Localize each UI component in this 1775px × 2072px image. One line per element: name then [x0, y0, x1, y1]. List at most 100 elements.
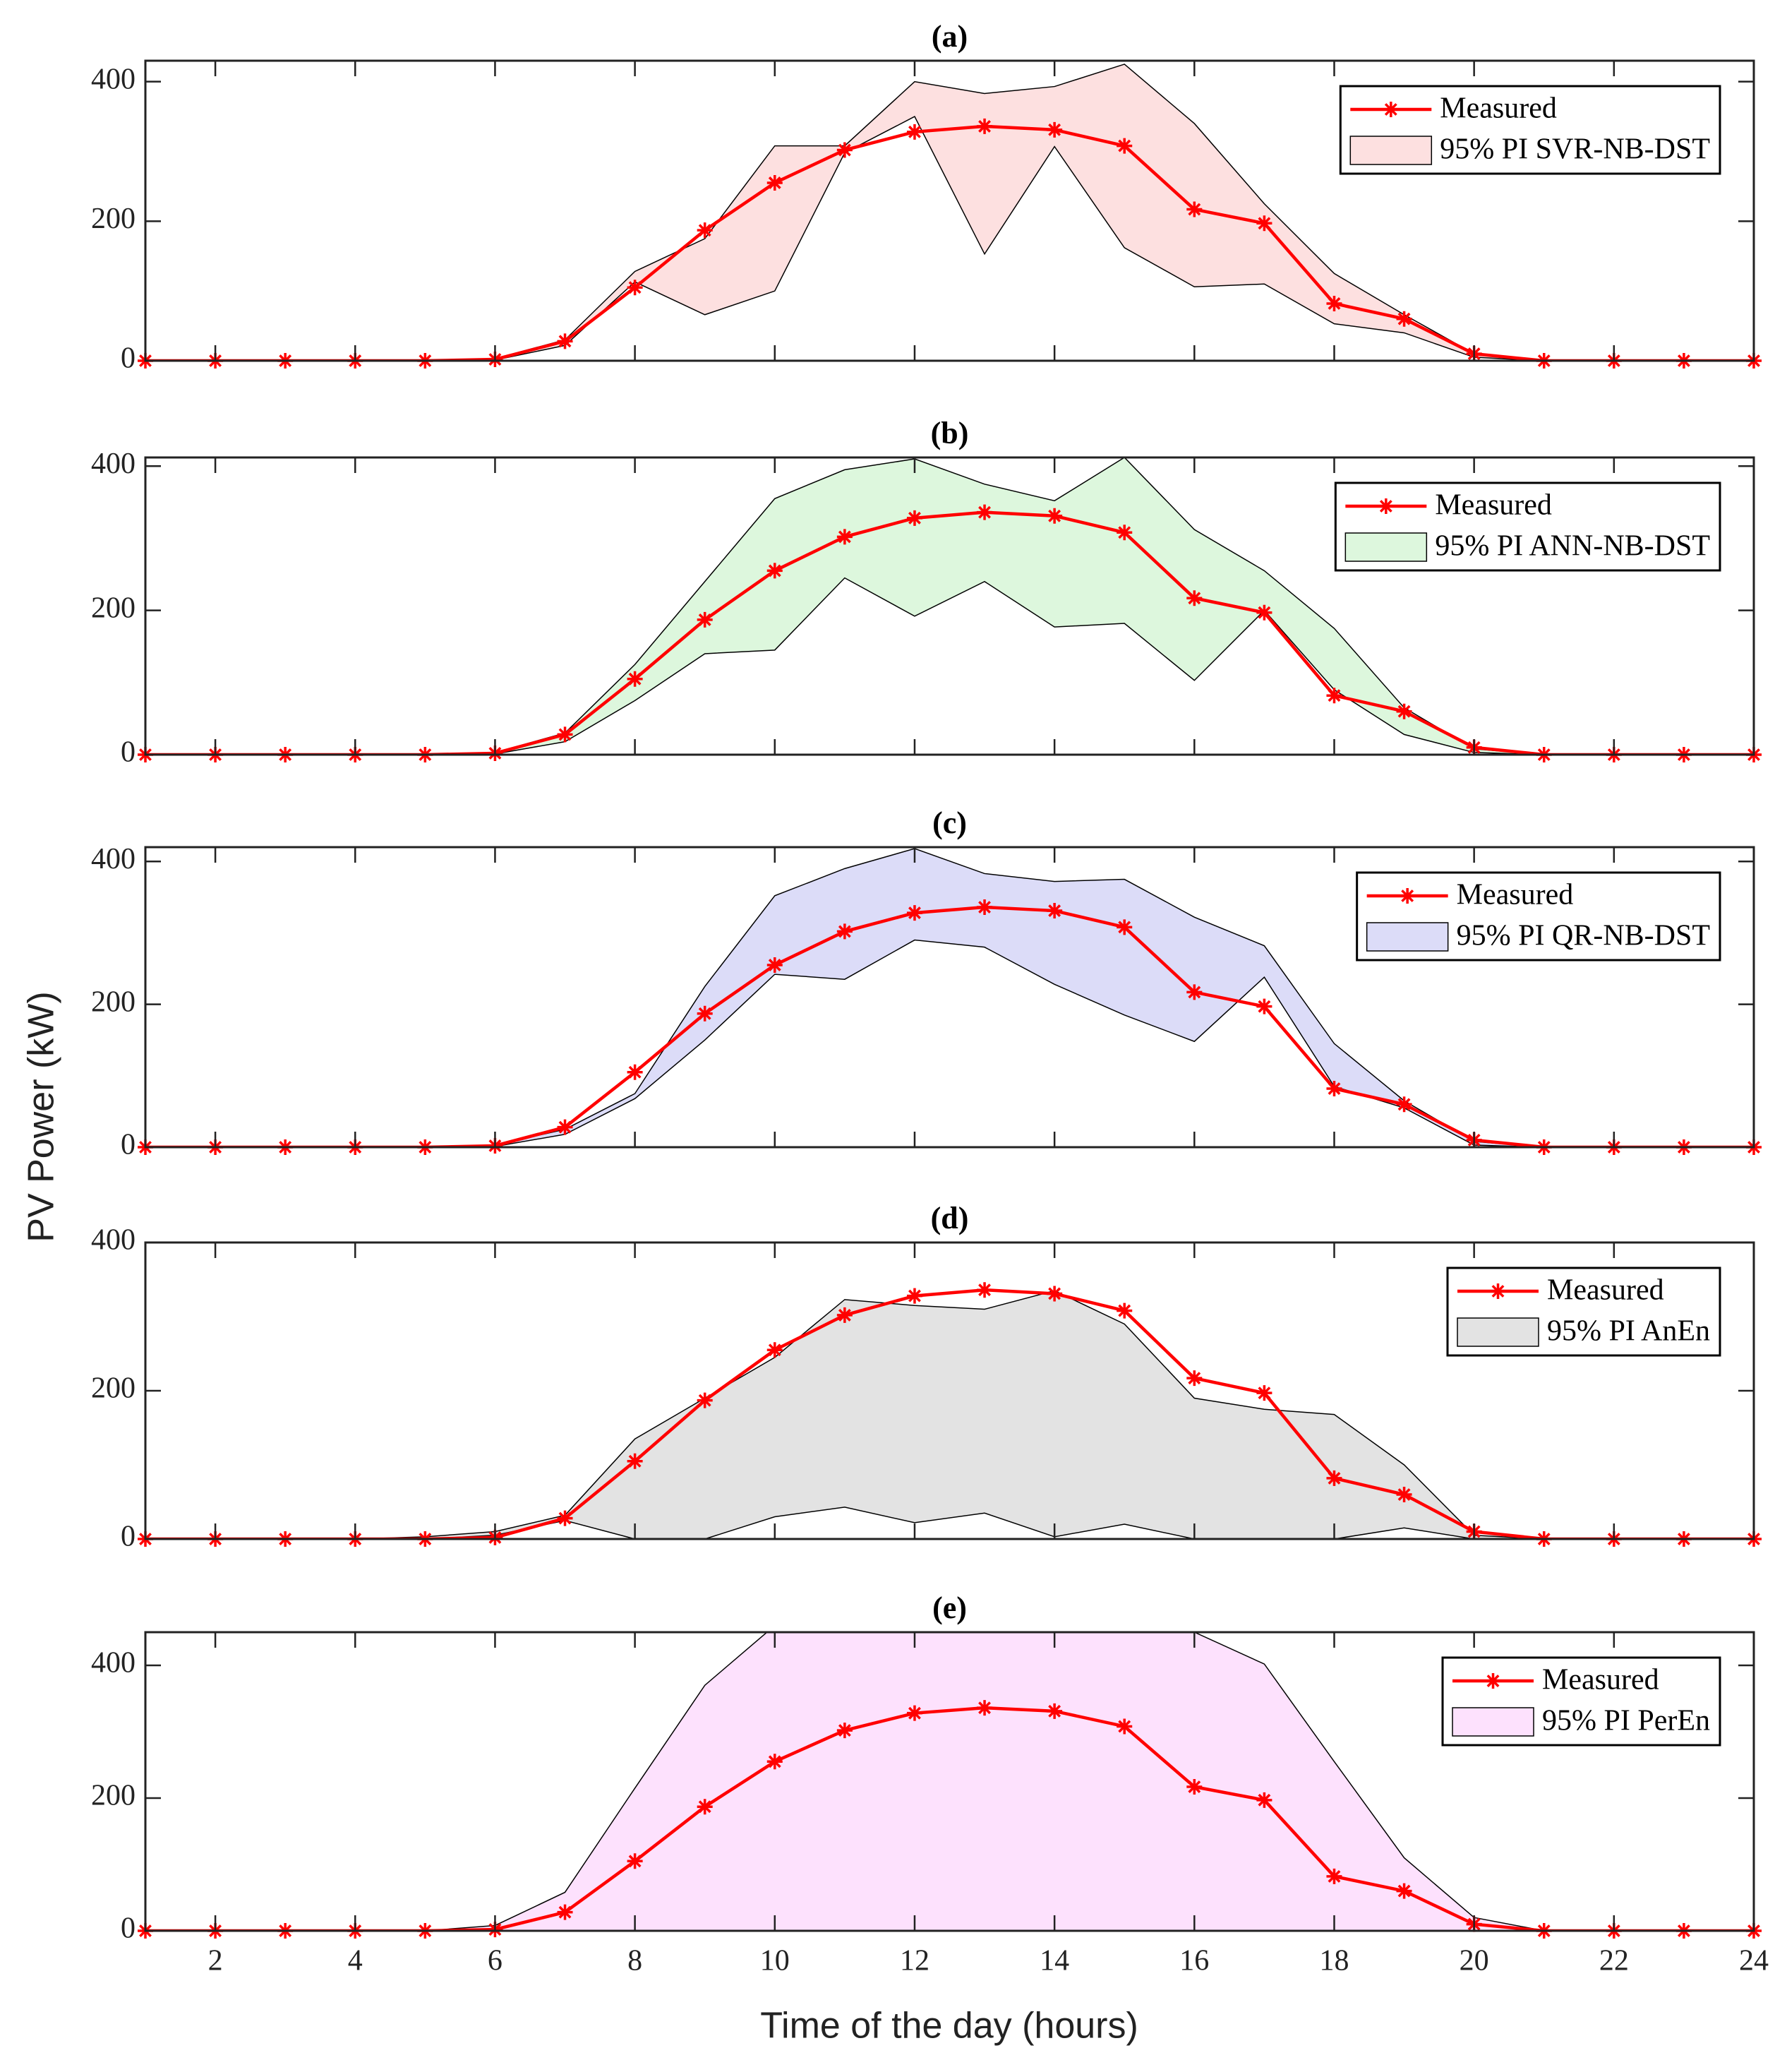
prediction-band [145, 848, 1754, 1147]
x-tick-label: 18 [1319, 1945, 1349, 1977]
prediction-band [145, 1290, 1754, 1539]
measured-marker [1326, 688, 1342, 704]
legend: Measured 95% PI SVR-NB-DST [1339, 85, 1721, 175]
prediction-band [145, 1632, 1754, 1931]
measured-marker [906, 124, 922, 140]
axes-box [144, 456, 1755, 756]
measured-marker [557, 1510, 573, 1526]
measured-marker [557, 1119, 573, 1135]
measured-marker [1396, 1096, 1412, 1113]
legend-marker [1490, 1283, 1506, 1299]
y-tick-label: 0 [121, 736, 136, 769]
measured-marker [697, 1392, 713, 1408]
x-tick-label: 16 [1179, 1945, 1209, 1977]
x-tick-label: 22 [1599, 1945, 1629, 1977]
x-tick-label: 20 [1460, 1945, 1489, 1977]
measured-marker [1117, 1718, 1133, 1735]
y-tick-label: 200 [91, 1372, 136, 1405]
measured-line [145, 510, 1754, 755]
measured-marker [906, 510, 922, 526]
measured-marker [1117, 919, 1133, 935]
axes-box [144, 1241, 1755, 1540]
measured-marker [977, 504, 993, 520]
measured-marker [627, 671, 643, 687]
x-tick-label: 6 [488, 1945, 503, 1977]
measured-marker [1326, 1081, 1342, 1097]
legend-swatch [1457, 1317, 1539, 1347]
measured-marker [766, 1754, 783, 1770]
legend-marker [1400, 888, 1416, 904]
y-tick-label: 400 [91, 448, 136, 480]
measured-marker [697, 611, 713, 628]
measured-marker [1047, 903, 1063, 919]
legend-marker [1383, 102, 1399, 117]
legend: Measured 95% PI PerEn [1441, 1656, 1721, 1747]
measured-marker [906, 1705, 922, 1721]
measured-marker [1256, 215, 1272, 232]
legend-label: Measured [1542, 1664, 1659, 1696]
measured-marker [766, 957, 783, 973]
axes-box [144, 1631, 1755, 1932]
legend-label: 95% PI ANN-NB-DST [1435, 530, 1710, 563]
measured-marker [1326, 1470, 1342, 1486]
measured-marker [627, 1453, 643, 1469]
measured-line [145, 905, 1754, 1147]
y-axis-label: PV Power (kW) [21, 991, 62, 1242]
measured-marker [977, 1282, 993, 1298]
measured-marker [1117, 138, 1133, 154]
measured-marker [836, 1307, 853, 1323]
measured-line [145, 124, 1754, 361]
panel: 0 200 400 (b) Measured 95% PI ANN-NB-DST [91, 416, 1762, 769]
measured-marker [766, 1342, 783, 1358]
panel-title: (d) [931, 1201, 969, 1235]
y-tick-label: 200 [91, 986, 136, 1018]
measured-marker [1186, 1370, 1203, 1387]
measured-marker [1256, 604, 1272, 621]
y-tick-label: 400 [91, 1224, 136, 1257]
measured-marker [1186, 590, 1203, 606]
x-tick-label: 12 [900, 1945, 929, 1977]
x-tick-label: 24 [1739, 1945, 1769, 1977]
measured-marker [766, 563, 783, 579]
legend-label: 95% PI PerEn [1542, 1705, 1710, 1737]
legend: Measured 95% PI AnEn [1446, 1266, 1721, 1357]
legend-swatch [1344, 532, 1428, 562]
legend-marker [1378, 498, 1394, 514]
measured-line [145, 1288, 1754, 1539]
panel: 0 200 400 (a) Measured 95% PI SVR-NB-DST [91, 19, 1762, 375]
measured-marker [836, 923, 853, 940]
measured-marker [1396, 1883, 1412, 1899]
legend-label: Measured [1457, 879, 1574, 911]
measured-marker [906, 1288, 922, 1304]
measured-marker [1047, 1703, 1063, 1719]
panel-title: (a) [932, 19, 968, 54]
measured-marker [1396, 703, 1412, 719]
x-tick-label: 8 [627, 1945, 642, 1977]
y-tick-label: 0 [121, 1912, 136, 1945]
measured-marker [766, 174, 783, 191]
legend: Measured 95% PI QR-NB-DST [1356, 871, 1721, 962]
measured-marker [1117, 525, 1133, 541]
measured-marker [1256, 1792, 1272, 1808]
measured-marker [836, 142, 853, 158]
panel-title: (b) [931, 416, 969, 450]
measured-marker [1047, 121, 1063, 138]
legend-label: Measured [1435, 489, 1552, 522]
panel-title: (e) [932, 1591, 967, 1625]
legend-swatch [1366, 922, 1449, 952]
measured-marker [1256, 998, 1272, 1014]
measured-line [145, 1706, 1754, 1931]
legend-label: 95% PI QR-NB-DST [1457, 920, 1710, 952]
axes-box [144, 846, 1755, 1149]
measured-marker [1396, 1487, 1412, 1502]
measured-marker [1256, 1385, 1272, 1401]
measured-marker [977, 899, 993, 915]
x-tick-label: 14 [1040, 1945, 1069, 1977]
measured-marker [1047, 508, 1063, 524]
legend-marker [1485, 1673, 1501, 1689]
y-tick-label: 400 [91, 1647, 136, 1679]
measured-marker [557, 1904, 573, 1920]
legend-label: 95% PI AnEn [1547, 1315, 1710, 1348]
x-axis-label: Time of the day (hours) [760, 2006, 1138, 2047]
